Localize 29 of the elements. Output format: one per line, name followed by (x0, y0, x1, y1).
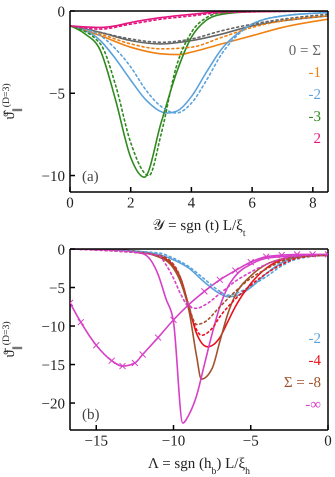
x-tick-label: 6 (248, 196, 256, 212)
series-label: 0 = Σ (288, 42, 321, 61)
x-axis-title: Λ = sgn (h$_{b}$) L/ξ$_{h}$ (148, 456, 250, 476)
x-tick-label: −15 (84, 434, 108, 450)
x-tick-label: −5 (242, 434, 259, 450)
text: (a) (82, 169, 99, 186)
text: Σ = -8 (284, 374, 321, 393)
text: -3 (308, 108, 321, 127)
text: 2 (312, 130, 321, 149)
y-tick-label: 0 (58, 242, 65, 258)
x-tick-label: −10 (162, 434, 186, 450)
text: -2 (308, 86, 321, 105)
text: -1 (308, 64, 321, 83)
y-tick-label: −15 (42, 358, 65, 374)
y-tick-label: −5 (49, 86, 65, 103)
text: -∞ (304, 396, 321, 415)
y-tick-label: −10 (42, 319, 65, 336)
text: -2 (308, 330, 321, 349)
y-tick-label: −20 (42, 396, 65, 412)
text: (b) (82, 407, 100, 424)
y-tick-label: −5 (49, 280, 65, 297)
text: -4 (308, 352, 321, 371)
x-tick-label: 0 (324, 434, 332, 450)
x-axis-title: 𝒴 = sgn (t) L/ξ$_{t}$ (152, 218, 246, 238)
x-tick-label: 8 (309, 196, 317, 212)
x-tick-label: 2 (126, 196, 134, 212)
y-tick-label: −10 (42, 168, 65, 185)
x-tick-label: 4 (188, 196, 196, 212)
y-tick-label: 0 (58, 4, 65, 20)
